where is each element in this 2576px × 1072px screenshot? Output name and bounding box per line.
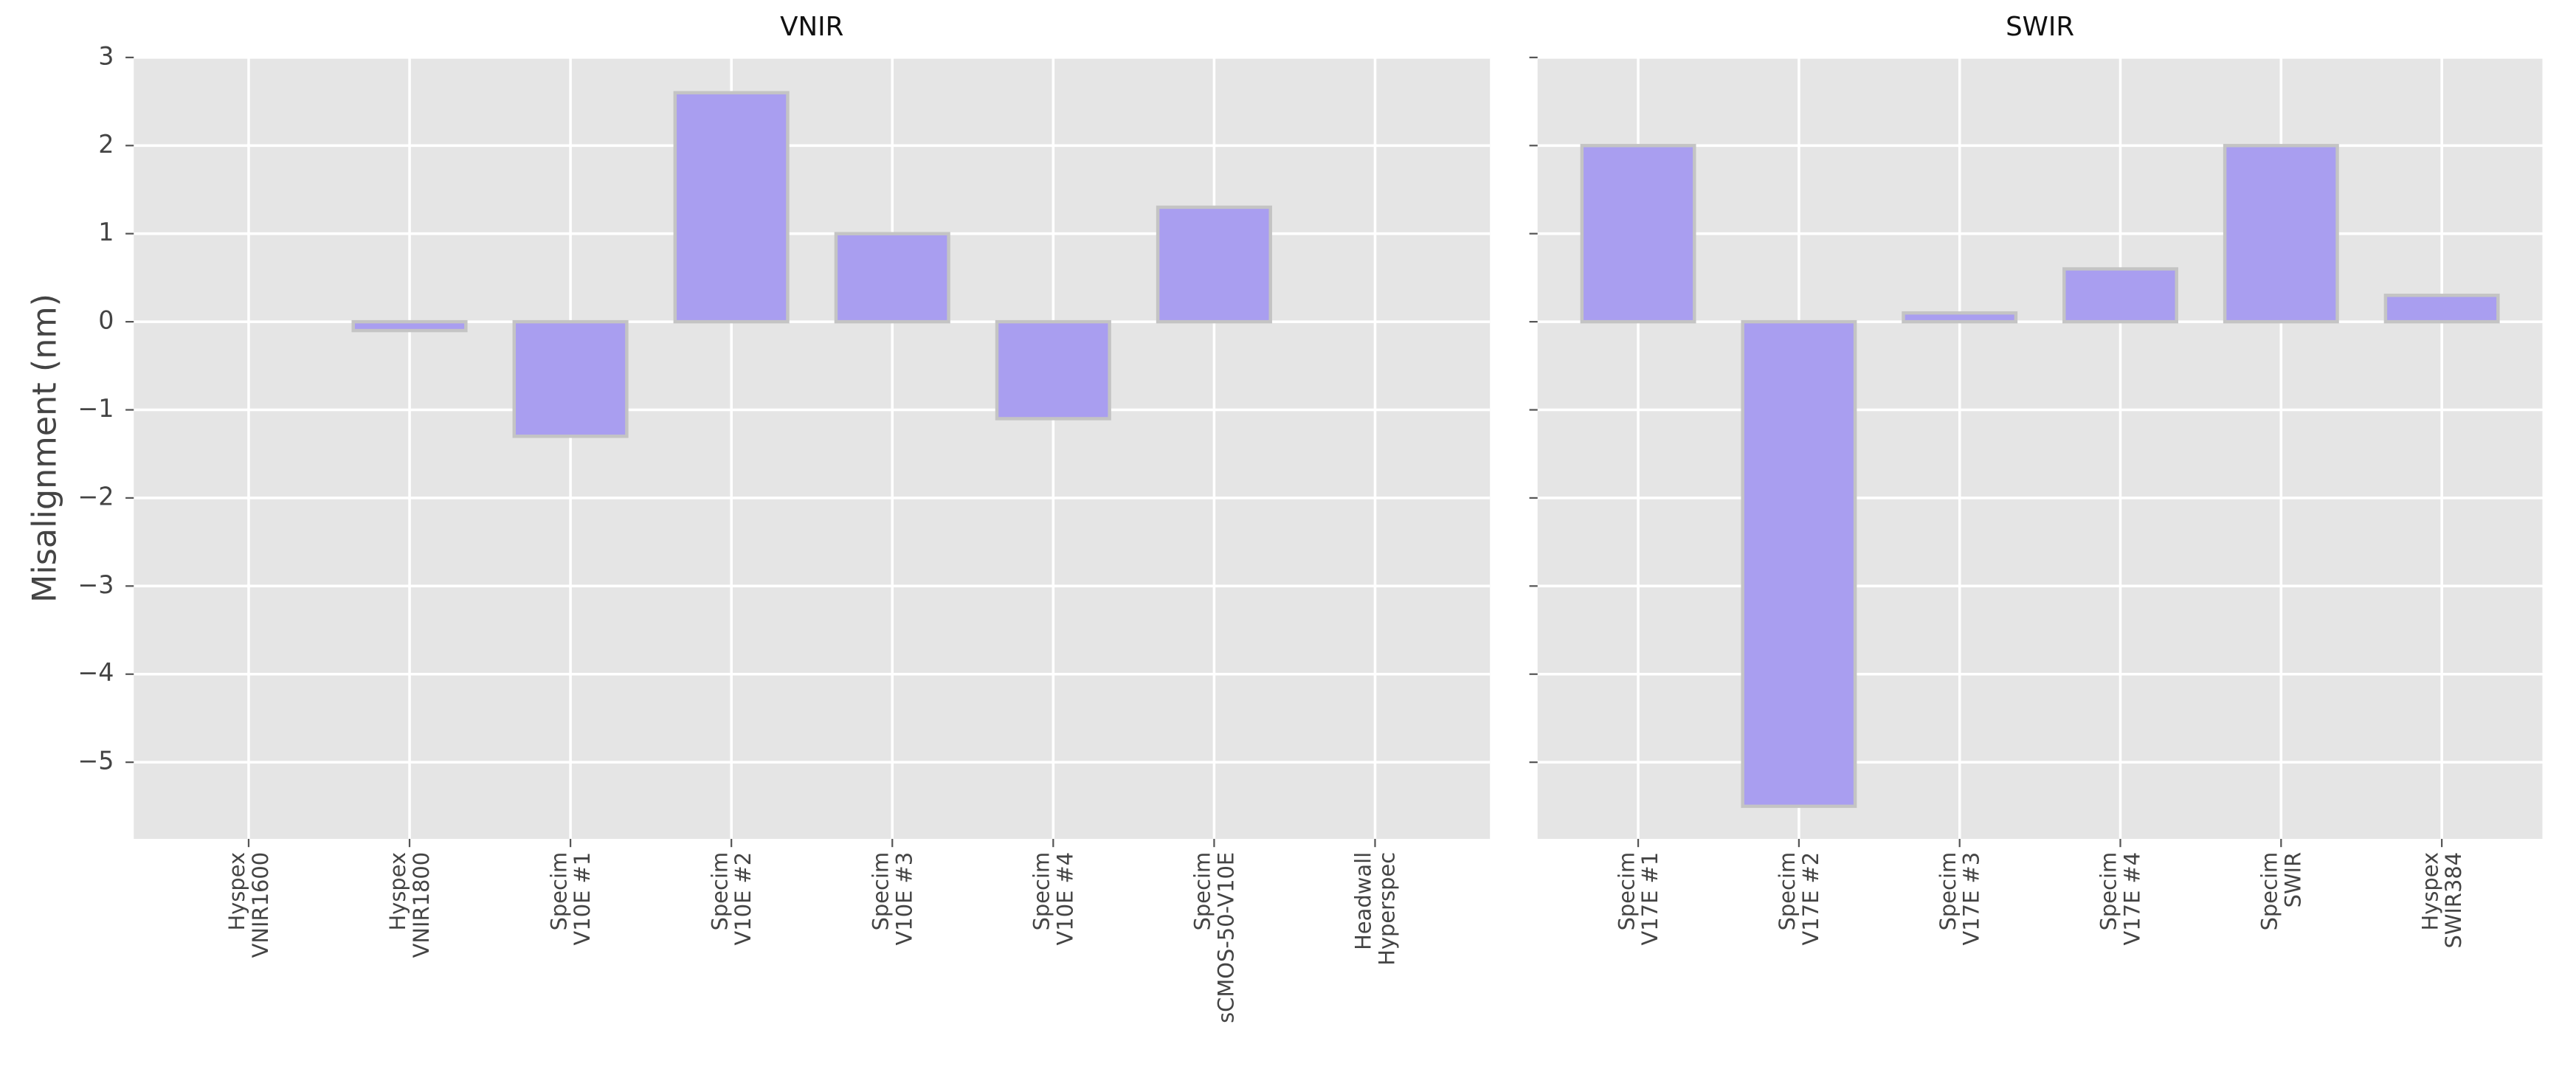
chart-title: SWIR: [2006, 12, 2074, 42]
y-tick-label: −3: [77, 570, 114, 599]
bar: [1741, 319, 1857, 809]
bar: [673, 91, 790, 324]
x-tick-label: HyspexSWIR384: [2417, 852, 2466, 949]
plot-background: [1537, 57, 2543, 840]
y-tick-label: 0: [98, 306, 114, 335]
y-tick-label: −4: [77, 658, 114, 687]
x-tick-label: SpecimV17E #2: [1775, 852, 1823, 946]
x-tick-label: SpecimV10E #4: [1029, 852, 1078, 946]
y-tick-label: −5: [77, 747, 114, 775]
chart-title: VNIR: [780, 12, 843, 42]
y-tick-label: −2: [77, 482, 114, 511]
bar: [1156, 205, 1272, 324]
bar: [512, 319, 629, 438]
y-tick-label: 3: [98, 41, 114, 70]
x-tick-label: HeadwallHyperspec: [1351, 852, 1400, 966]
bar: [2062, 267, 2178, 324]
x-tick-label: SpecimsCMOS-50-V10E: [1190, 852, 1239, 1023]
bar: [1580, 144, 1696, 324]
x-tick-label: SpecimV10E #3: [868, 852, 916, 946]
bar: [995, 319, 1111, 421]
x-tick-label: HyspexVNIR1600: [224, 852, 273, 958]
y-axis-label: Misalignment (nm): [26, 294, 63, 603]
bar: [2383, 294, 2500, 324]
x-tick-label: SpecimV10E #1: [546, 852, 595, 946]
x-tick-label: SpecimV17E #3: [1936, 852, 1984, 946]
y-tick-label: −1: [77, 394, 114, 423]
x-tick-label: SpecimSWIR: [2257, 852, 2306, 931]
y-tick-label: 2: [98, 130, 114, 159]
y-tick-label: 1: [98, 218, 114, 246]
plot-background: [134, 57, 1491, 840]
x-tick-label: SpecimV17E #4: [2096, 852, 2145, 946]
bar: [1902, 311, 2018, 324]
x-tick-label: SpecimV17E #1: [1614, 852, 1662, 946]
bar: [2223, 144, 2339, 324]
x-tick-label: HyspexVNIR1800: [385, 852, 434, 958]
bar: [834, 232, 950, 324]
x-tick-label: SpecimV10E #2: [707, 852, 756, 946]
bar: [351, 319, 468, 333]
